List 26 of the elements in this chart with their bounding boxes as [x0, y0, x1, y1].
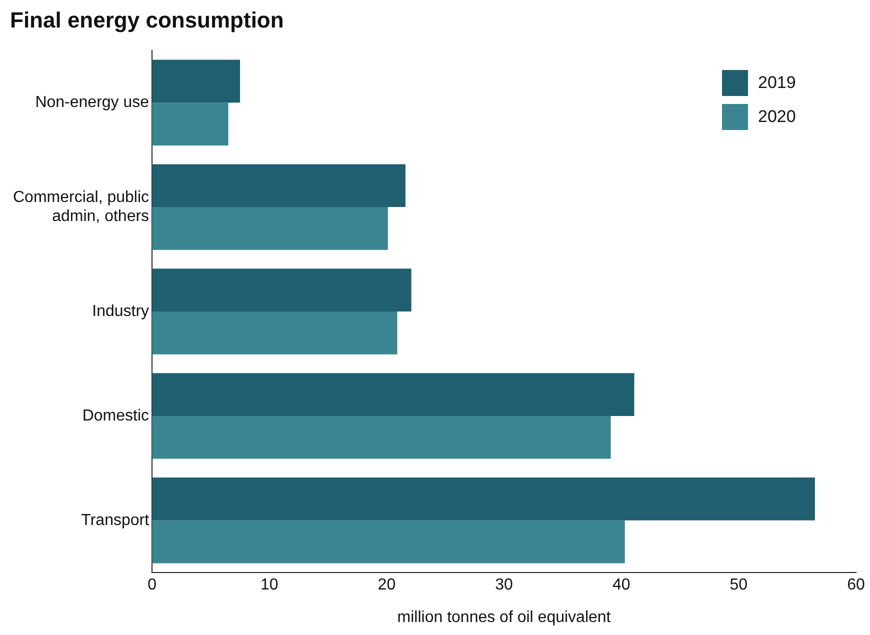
bar [152, 312, 398, 354]
chart-title: Final energy consumption [10, 7, 284, 32]
bar [152, 60, 240, 103]
bar [152, 373, 634, 416]
bar [152, 520, 625, 564]
x-tick-label: 20 [378, 576, 396, 594]
x-tick-label: 40 [612, 576, 630, 594]
y-tick-label: Non-energy use [35, 94, 150, 112]
bar [152, 416, 611, 459]
x-tick-label: 30 [495, 576, 514, 594]
y-tick-label: Industry [92, 302, 150, 320]
legend-label: 2020 [758, 107, 796, 128]
x-axis-title: million tonnes of oil equivalent [397, 608, 612, 626]
y-tick-label: Domestic [82, 407, 150, 424]
y-tick-label: Transport [81, 512, 150, 529]
x-tick-label: 0 [148, 576, 157, 594]
bar [152, 207, 388, 250]
bar [152, 102, 228, 146]
bar [152, 478, 815, 520]
x-tick-label: 10 [260, 576, 278, 594]
bar [152, 268, 412, 312]
x-tick-label: 60 [847, 576, 865, 594]
legend-label: 2019 [758, 73, 796, 94]
x-tick-label: 50 [730, 576, 748, 594]
bar [152, 164, 406, 208]
y-tick-label: Commercial, public admin, others [12, 188, 150, 226]
